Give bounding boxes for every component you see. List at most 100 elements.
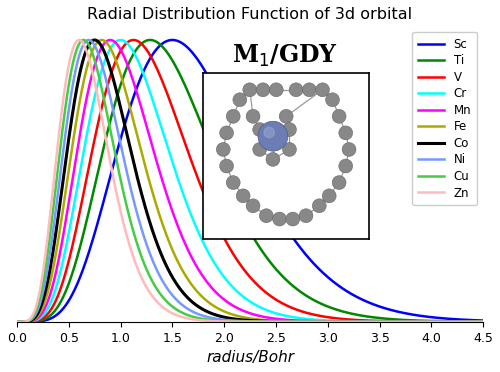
V xyxy=(95,122,101,127)
Mn xyxy=(107,38,113,42)
Zn xyxy=(213,319,219,324)
Cu xyxy=(480,320,486,324)
Cr xyxy=(193,224,199,229)
Ti xyxy=(480,320,486,324)
Cu xyxy=(471,320,477,324)
Line: Cr: Cr xyxy=(17,40,483,322)
V xyxy=(471,320,477,324)
Ni xyxy=(67,99,73,103)
Ni xyxy=(480,320,486,324)
Fe xyxy=(471,320,477,324)
Cr xyxy=(480,320,486,324)
Cu xyxy=(213,318,219,323)
Zn xyxy=(14,320,20,324)
Ti xyxy=(213,158,219,163)
V xyxy=(213,220,219,224)
Line: Sc: Sc xyxy=(17,40,483,322)
Sc xyxy=(421,314,427,318)
Sc xyxy=(95,220,101,225)
Line: V: V xyxy=(17,40,483,322)
Cr xyxy=(421,320,427,324)
Cu xyxy=(67,75,73,79)
V xyxy=(193,171,199,175)
Zn xyxy=(95,96,101,100)
Co xyxy=(421,320,427,324)
Line: Fe: Fe xyxy=(17,40,483,322)
Mn xyxy=(67,192,73,196)
Line: Ti: Ti xyxy=(17,40,483,322)
Zn xyxy=(480,320,486,324)
V xyxy=(67,253,73,258)
Cr xyxy=(213,263,219,268)
Sc xyxy=(480,318,486,323)
Legend: Sc, Ti, V, Cr, Mn, Fe, Co, Ni, Cu, Zn: Sc, Ti, V, Cr, Mn, Fe, Co, Ni, Cu, Zn xyxy=(412,32,477,205)
Line: Zn: Zn xyxy=(17,40,483,322)
Ti xyxy=(95,171,101,175)
Fe xyxy=(421,320,427,324)
Cu xyxy=(421,320,427,324)
Mn xyxy=(480,320,486,324)
Zn xyxy=(193,318,199,322)
V xyxy=(14,320,20,324)
Fe xyxy=(480,320,486,324)
Co xyxy=(92,38,98,42)
Fe xyxy=(67,159,73,163)
V xyxy=(421,320,427,324)
Cr xyxy=(471,320,477,324)
Cu xyxy=(80,38,86,42)
Sc xyxy=(170,38,175,42)
Mn xyxy=(421,320,427,324)
Fe xyxy=(193,288,199,292)
Mn xyxy=(471,320,477,324)
X-axis label: radius/Bohr: radius/Bohr xyxy=(206,350,294,365)
Ni xyxy=(421,320,427,324)
Cr xyxy=(67,224,73,228)
V xyxy=(480,320,486,324)
Line: Mn: Mn xyxy=(17,40,483,322)
Co xyxy=(213,313,219,317)
Ni xyxy=(193,311,199,315)
Cu xyxy=(95,70,101,75)
Sc xyxy=(193,55,199,59)
Co xyxy=(14,320,20,324)
Ti xyxy=(14,320,20,324)
Sc xyxy=(67,296,73,301)
Ni xyxy=(95,51,101,55)
Cr xyxy=(14,320,20,324)
Fe xyxy=(95,39,101,44)
Co xyxy=(193,302,199,307)
Sc xyxy=(471,318,477,323)
Ni xyxy=(86,38,91,42)
Line: Ni: Ni xyxy=(17,40,483,322)
Ni xyxy=(213,317,219,321)
Title: Radial Distribution Function of 3d orbital: Radial Distribution Function of 3d orbit… xyxy=(88,7,412,22)
Ti xyxy=(421,318,427,323)
Mn xyxy=(95,54,101,58)
Cu xyxy=(193,315,199,320)
Mn xyxy=(193,263,199,267)
Co xyxy=(95,39,101,44)
Co xyxy=(471,320,477,324)
Ni xyxy=(14,320,20,324)
Co xyxy=(480,320,486,324)
Zn xyxy=(67,57,73,61)
Mn xyxy=(14,320,20,324)
Zn xyxy=(421,320,427,324)
Fe xyxy=(98,38,104,42)
Ti xyxy=(147,38,153,42)
Line: Co: Co xyxy=(17,40,483,322)
Sc xyxy=(213,89,219,93)
Ti xyxy=(193,109,199,113)
Co xyxy=(67,127,73,132)
Cu xyxy=(14,320,20,324)
Cr xyxy=(95,82,101,86)
Text: M$_1$/GDY: M$_1$/GDY xyxy=(232,42,338,68)
Mn xyxy=(213,290,219,295)
Zn xyxy=(471,320,477,324)
Fe xyxy=(213,305,219,310)
Ni xyxy=(471,320,477,324)
Sc xyxy=(14,320,20,324)
V xyxy=(130,38,136,42)
Fe xyxy=(14,320,20,324)
Cr xyxy=(118,38,124,42)
